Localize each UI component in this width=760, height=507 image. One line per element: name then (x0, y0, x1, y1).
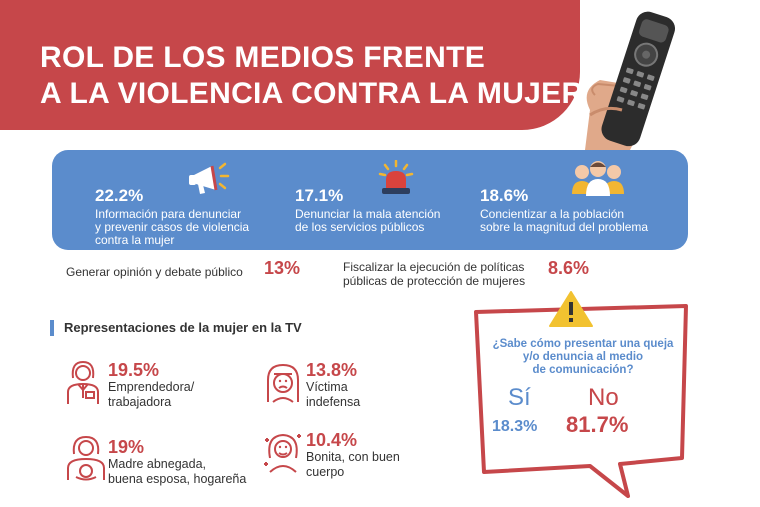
rep-3-line-2: buena esposa, hogareña (108, 472, 247, 486)
rep-2-pct: 13.8% (306, 360, 358, 380)
no-label: No (588, 384, 619, 411)
question-line-3: de comunicación? (532, 364, 634, 376)
rep-1-line-1: Emprendedora/ (108, 380, 195, 394)
oversight-label-line-2: públicas de protección de mujeres (343, 274, 526, 288)
role-stat-2: 17.1% Denunciar la mala atención de los … (295, 186, 440, 234)
role-2-pct: 17.1% (295, 186, 344, 205)
remote-control-icon (585, 11, 676, 150)
role-3-pct: 18.6% (480, 186, 529, 205)
role-3-desc-line-1: Concientizar a la población (480, 207, 625, 221)
page-title: ROL DE LOS MEDIOS FRENTE A LA VIOLENCIA … (40, 40, 583, 112)
oversight-label: Fiscalizar la ejecución de políticas púb… (343, 260, 525, 288)
rep-item-1: 19.5% Emprendedora/ trabajadora (108, 360, 194, 410)
question-text: ¿Sabe cómo presentar una queja y/o denun… (478, 338, 688, 377)
rep-item-2: 13.8% Víctima indefensa (306, 360, 360, 410)
warning-icon (549, 291, 593, 327)
worker-woman-icon (67, 360, 99, 404)
role-stat-3: 18.6% Concientizar a la población sobre … (480, 186, 648, 234)
rep-4-line-1: Bonita, con buen (306, 450, 400, 464)
role-1-desc-line-3: contra la mujer (95, 233, 175, 247)
no-pct: 81.7% (566, 412, 629, 437)
title-line-2: A LA VIOLENCIA CONTRA LA MUJER (40, 77, 584, 110)
sad-woman-icon (267, 363, 299, 403)
yes-label: Sí (508, 384, 531, 411)
siren-icon (378, 160, 414, 194)
yes-pct: 18.3% (492, 418, 538, 435)
role-1-desc-line-2: y prevenir casos de violencia (95, 220, 250, 234)
rep-1-line-2: trabajadora (108, 395, 172, 409)
role-2-desc-line-1: Denunciar la mala atención (295, 207, 441, 221)
rep-2-line-2: indefensa (306, 395, 361, 409)
rep-item-3: 19% Madre abnegada, buena esposa, hogare… (108, 437, 246, 487)
role-1-pct: 22.2% (95, 186, 144, 205)
rep-4-pct: 10.4% (306, 430, 358, 450)
role-2-desc-line-2: de los servicios públicos (295, 220, 425, 234)
representations-title: Representaciones de la mujer en la TV (50, 320, 302, 336)
rep-item-4: 10.4% Bonita, con buen cuerpo (306, 430, 400, 480)
rep-4-line-2: cuerpo (306, 465, 345, 479)
question-bubble (474, 304, 688, 498)
opinion-label: Generar opinión y debate público (66, 265, 243, 279)
rep-3-line-1: Madre abnegada, (108, 457, 206, 471)
oversight-pct: 8.6% (548, 258, 590, 278)
megaphone-icon (189, 162, 230, 194)
role-3-desc-line-2: sobre la magnitud del problema (480, 220, 649, 234)
rep-1-pct: 19.5% (108, 360, 160, 380)
pretty-woman-icon (264, 433, 301, 473)
people-icon (572, 161, 624, 196)
role-stat-1: 22.2% Información para denunciar y preve… (95, 186, 249, 247)
oversight-label-line-1: Fiscalizar la ejecución de políticas (343, 260, 525, 274)
question-line-2: y/o denuncia al medio (522, 351, 644, 363)
rep-3-pct: 19% (108, 437, 145, 457)
header-banner (0, 0, 580, 130)
rep-2-line-1: Víctima (306, 380, 348, 394)
title-line-1: ROL DE LOS MEDIOS FRENTE (40, 41, 486, 74)
mother-baby-icon (67, 435, 105, 481)
role-1-desc-line-1: Información para denunciar (95, 207, 242, 221)
question-line-1: ¿Sabe cómo presentar una queja (492, 338, 674, 350)
opinion-pct: 13% (264, 258, 301, 278)
